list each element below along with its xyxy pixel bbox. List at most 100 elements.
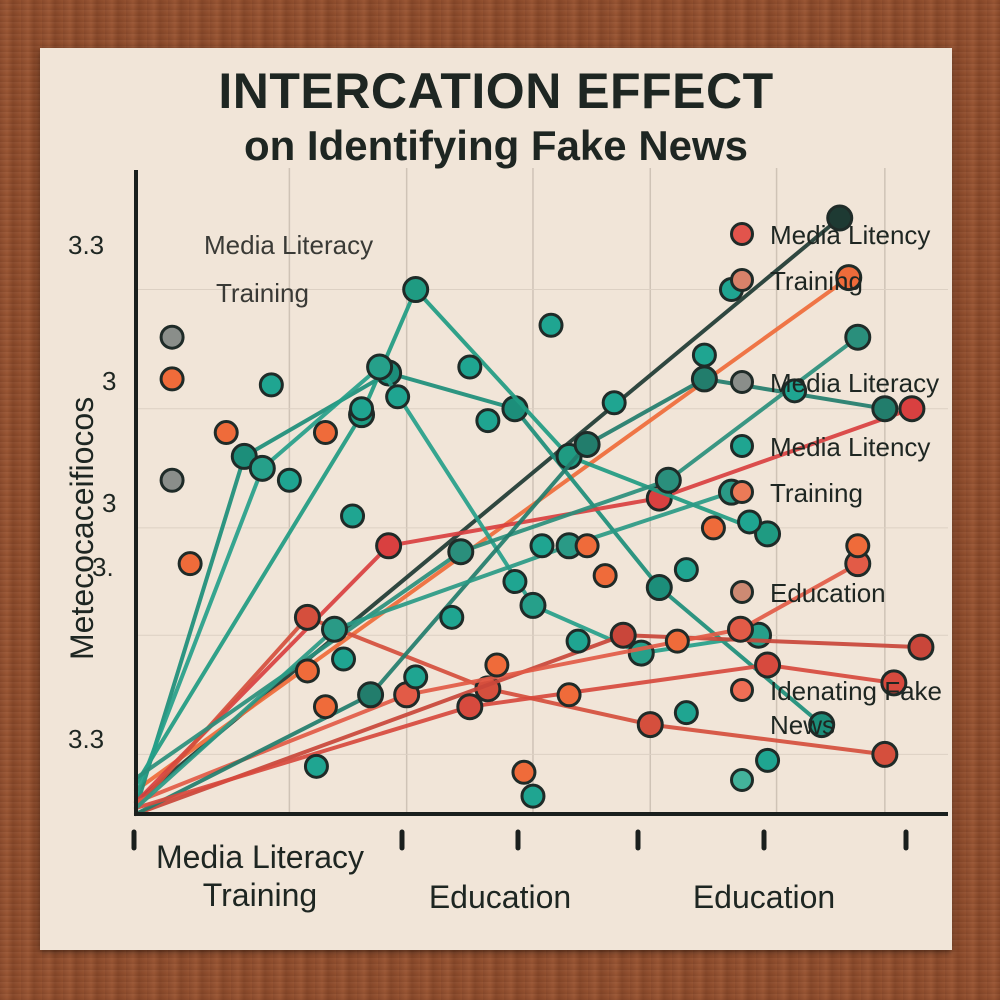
data-point [403, 664, 429, 690]
data-point [312, 694, 338, 720]
data-point [673, 557, 699, 583]
data-point [331, 646, 357, 672]
data-point [349, 396, 375, 422]
data-point [457, 354, 483, 380]
series-point [690, 365, 718, 393]
series-point [808, 711, 836, 739]
legend-swatch [730, 222, 754, 246]
data-point [574, 533, 600, 559]
series-point [844, 323, 872, 351]
data-point [340, 503, 366, 529]
series-line [134, 490, 734, 810]
data-point [159, 324, 185, 350]
y-tick-label: 3.3 [68, 724, 105, 754]
legend-item: Idenating Fake News [730, 674, 950, 742]
data-point [213, 420, 239, 446]
series-point [357, 681, 385, 709]
series-point [248, 454, 276, 482]
legend-item: Media Litency [730, 218, 950, 252]
legend-item: Training [730, 476, 950, 510]
chart-title: INTERCATION EFFECT [218, 63, 774, 119]
y-tick-label: 3 [102, 366, 117, 396]
x-axis-label: Education [428, 879, 572, 915]
data-point [673, 700, 699, 726]
data-point [664, 628, 690, 654]
series-line [134, 371, 824, 810]
data-point [755, 747, 781, 773]
chart-poster: INTERCATION EFFECT on Identifying Fake N… [40, 48, 952, 950]
series-point [907, 633, 935, 661]
series-point [456, 693, 484, 721]
data-point [439, 604, 465, 630]
series-point [636, 711, 664, 739]
series-point [519, 591, 547, 619]
series-point [880, 669, 908, 697]
legend-item: Media Literacy [730, 366, 950, 400]
y-tick-label: 3 [102, 488, 117, 518]
series-line [134, 365, 761, 799]
legend-swatch [730, 480, 754, 504]
series-point [366, 353, 394, 381]
legend-item [730, 764, 950, 792]
series-point [754, 520, 782, 548]
series-line [134, 663, 896, 810]
data-point [538, 312, 564, 338]
data-point [520, 783, 546, 809]
series-point [447, 538, 475, 566]
data-point [294, 658, 320, 684]
inset-legend-label: Media Literacy [204, 230, 374, 260]
series-point [726, 615, 754, 643]
data-point [502, 569, 528, 595]
data-point [385, 384, 411, 410]
data-point [556, 682, 582, 708]
legend-swatch [730, 434, 754, 458]
legend-label: Media Litency [770, 432, 931, 462]
data-point [303, 753, 329, 779]
series-point [898, 395, 926, 423]
data-point [700, 515, 726, 541]
data-point [565, 628, 591, 654]
series-point [654, 466, 682, 494]
data-point [737, 509, 763, 535]
x-axis-label: Education [692, 879, 836, 915]
legend-label: Training [770, 266, 863, 296]
data-point [159, 366, 185, 392]
series-line [134, 406, 914, 805]
data-point [484, 652, 510, 678]
legend-swatch [730, 580, 754, 604]
legend-label: Idenating Fake News [770, 676, 943, 740]
legend-swatch [730, 678, 754, 702]
series-point [402, 276, 430, 304]
series-point [320, 615, 348, 643]
data-point [592, 563, 618, 589]
legend-label: Media Literacy [770, 368, 940, 398]
data-point [691, 342, 717, 368]
data-point [601, 390, 627, 416]
legend-label: Education [770, 578, 886, 608]
data-point [782, 378, 808, 404]
legend-item: Media Litency [730, 430, 950, 464]
plot-area [131, 168, 948, 851]
y-tick-label: 3.3 [68, 230, 105, 260]
data-point [276, 467, 302, 493]
inset-legend-label: Training [216, 278, 309, 308]
y-axis-title: Metecocaceifiocos [64, 396, 100, 660]
data-point [312, 420, 338, 446]
series-point [835, 264, 863, 292]
data-point [529, 533, 555, 559]
series-point [754, 651, 782, 679]
series-point [573, 430, 601, 458]
series-point [293, 603, 321, 631]
series-point [871, 395, 899, 423]
data-point [511, 759, 537, 785]
data-point [177, 551, 203, 577]
series-point [871, 740, 899, 768]
x-axis-label: Media Literacy Training [155, 839, 365, 913]
data-point [845, 533, 871, 559]
legend-swatch [730, 370, 754, 394]
series-point [645, 574, 673, 602]
data-point [475, 408, 501, 434]
legend-label: Media Litency [770, 220, 931, 250]
data-point [258, 372, 284, 398]
series-line [134, 561, 860, 805]
